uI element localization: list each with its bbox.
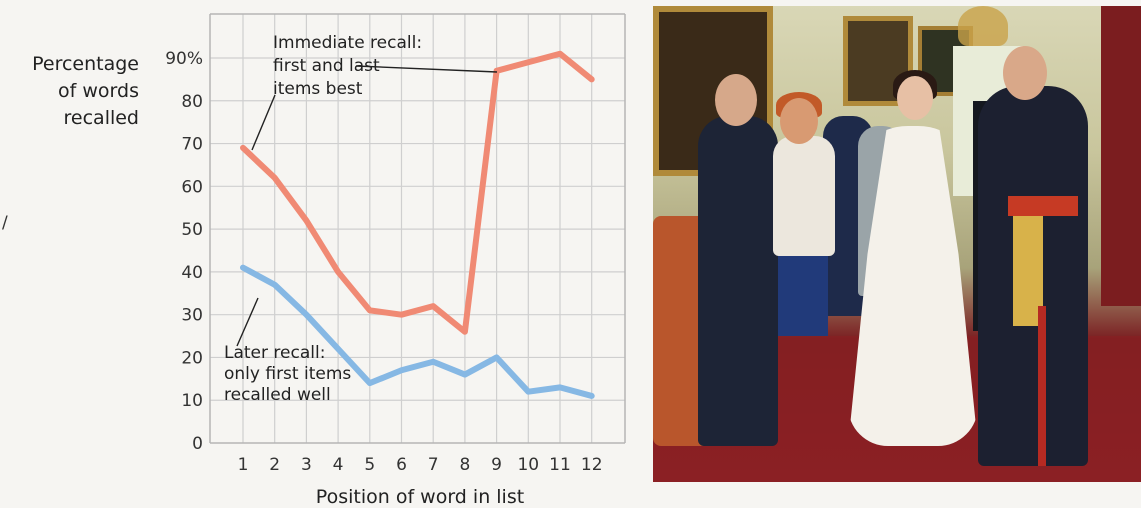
x-axis-ticks: 1 2 3 4 5 6 7 8 9 10 11 12 — [238, 455, 603, 475]
bride-head — [897, 76, 933, 120]
officer-head — [1003, 46, 1047, 100]
y-axis-label-line: Percentage — [32, 53, 139, 75]
y-tick-label: 0 — [192, 434, 203, 454]
side-mark: / — [2, 213, 8, 233]
x-tick-label: 5 — [364, 455, 375, 475]
x-tick-label: 10 — [517, 455, 539, 475]
series-lines — [240, 50, 595, 399]
annotation-later: Later recall: only first items recalled we… — [224, 343, 351, 405]
officer-sash — [1008, 196, 1078, 216]
x-tick-label: 3 — [301, 455, 312, 475]
man-head — [715, 74, 757, 126]
annotation-leader-later — [236, 297, 259, 347]
y-tick-label: 50 — [181, 220, 203, 240]
y-axis-label-line: recalled — [64, 107, 139, 129]
y-tick-label: 70 — [181, 135, 203, 155]
annotation-immediate: Immediate recall: first and last items bes… — [273, 33, 422, 99]
y-tick-label: 60 — [181, 177, 203, 197]
annotation-line: recalled well — [224, 385, 331, 405]
man-in-suit — [698, 116, 778, 446]
series-line-immediate — [240, 50, 595, 335]
y-axis-ticks: 0 10 20 30 40 50 60 70 80 90% — [165, 49, 203, 454]
woman-jacket — [773, 136, 835, 256]
y-axis-label-line: of words — [58, 80, 139, 102]
annotations: Immediate recall: first and last items bes… — [224, 33, 498, 405]
annotation-line: Later recall: — [224, 343, 325, 363]
annotation-leader-immediate — [355, 65, 498, 73]
recall-chart: Immediate recall: first and last items bes… — [2, 13, 626, 508]
curtain — [1101, 6, 1141, 306]
y-tick-label: 90% — [165, 49, 203, 69]
officer-stripe — [1038, 306, 1046, 466]
series-line-later — [240, 264, 595, 399]
annotation-line: items best — [273, 79, 363, 99]
annotation-line: only first items — [224, 364, 351, 384]
x-tick-label: 8 — [459, 455, 470, 475]
x-tick-label: 1 — [238, 455, 249, 475]
y-tick-label: 20 — [181, 348, 203, 368]
annotation-line: Immediate recall: — [273, 33, 422, 53]
y-tick-label: 40 — [181, 263, 203, 283]
chandelier — [958, 6, 1008, 46]
x-tick-label: 6 — [396, 455, 407, 475]
receiving-line-photo — [653, 6, 1141, 482]
plot-frame — [209, 13, 626, 444]
y-tick-label: 30 — [181, 306, 203, 326]
annotation-leader-immediate — [251, 94, 276, 151]
annotation-line: first and last — [273, 56, 380, 76]
y-tick-label: 80 — [181, 92, 203, 112]
x-tick-label: 4 — [333, 455, 344, 475]
x-tick-label: 11 — [549, 455, 571, 475]
y-axis-label: Percentage of words recalled — [32, 53, 139, 129]
y-tick-label: 10 — [181, 391, 203, 411]
woman-head — [780, 98, 818, 144]
x-tick-label: 7 — [428, 455, 439, 475]
x-tick-label: 12 — [581, 455, 603, 475]
x-tick-label: 2 — [269, 455, 280, 475]
x-axis-label: Position of word in list — [316, 486, 524, 508]
x-tick-label: 9 — [491, 455, 502, 475]
woman-dress — [778, 246, 828, 336]
